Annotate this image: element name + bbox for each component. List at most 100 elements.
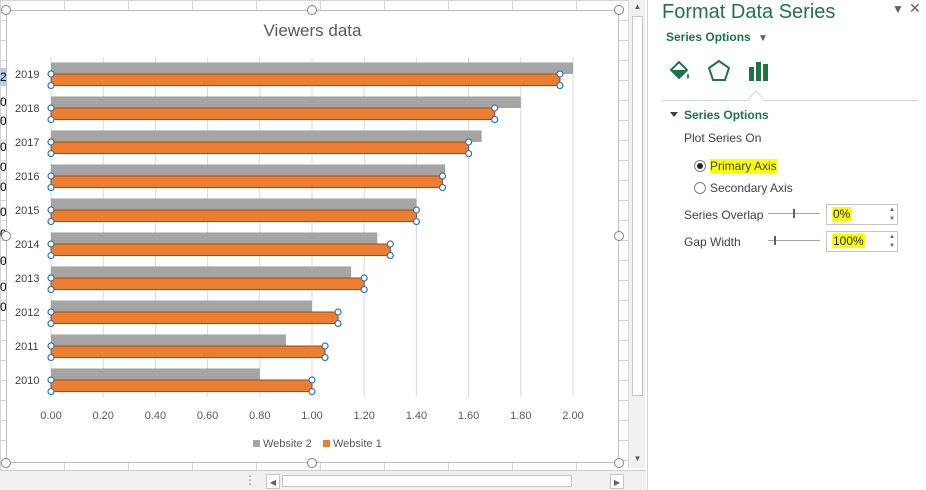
bar-website-1: [50, 311, 339, 325]
y-tick-label: 2010: [15, 375, 39, 387]
cell-fragment[interactable]: 0: [0, 254, 7, 268]
chart-resize-handle[interactable]: [307, 5, 317, 15]
series-options-dropdown-label: Series Options: [666, 30, 751, 44]
series-options-section-header[interactable]: Series Options: [684, 108, 769, 122]
legend-label: Website 2: [263, 438, 312, 450]
scroll-down-arrow-icon[interactable]: ▼: [633, 454, 642, 463]
x-tick-label: 1.60: [458, 410, 479, 422]
chart-area[interactable]: Viewers data 0.00 0.20 0.40 0.60 0.80 1.00 1.2…: [6, 10, 619, 463]
selection-handle: [47, 319, 55, 328]
selection-handle: [47, 70, 55, 78]
gap-width-slider[interactable]: [768, 240, 820, 241]
selection-handle: [47, 206, 55, 214]
spin-up-icon[interactable]: ▲: [889, 207, 895, 213]
cell-fragment[interactable]: 2: [0, 68, 8, 86]
pane-title: Format Data Series: [662, 1, 836, 23]
bar-website-1: [50, 345, 326, 359]
selection-handle: [465, 138, 473, 146]
chart-resize-handle[interactable]: [614, 231, 624, 241]
cell-fragment[interactable]: 0: [0, 140, 7, 154]
selection-handle: [360, 274, 368, 282]
tab-splitter-icon[interactable]: ⋮: [244, 473, 257, 487]
bar-website-1: [50, 141, 470, 155]
y-tick-label: 2018: [15, 103, 39, 115]
selection-handle: [321, 353, 329, 362]
chart-resize-handle[interactable]: [1, 231, 11, 241]
plot-series-on-label: Plot Series On: [684, 131, 762, 145]
chart-resize-handle[interactable]: [1, 5, 11, 15]
x-tick-label: 1.20: [353, 410, 374, 422]
vertical-scrollbar[interactable]: ▲ ▼: [628, 0, 645, 468]
y-tick-label: 2017: [15, 137, 39, 149]
bar-website-2: [51, 96, 521, 108]
primary-axis-label[interactable]: Primary Axis: [710, 159, 777, 173]
gap-width-value[interactable]: 100%: [832, 234, 865, 248]
collapse-triangle-icon[interactable]: [670, 112, 678, 117]
scroll-left-arrow-icon[interactable]: ◀: [266, 474, 280, 489]
scroll-up-arrow-icon[interactable]: ▲: [633, 2, 642, 11]
bar-website-2: [51, 232, 378, 244]
series-options-dropdown[interactable]: Series Options ▼: [666, 30, 768, 44]
spin-down-icon[interactable]: ▼: [889, 216, 895, 222]
fill-line-icon[interactable]: [666, 58, 692, 84]
pane-options-chevron-icon[interactable]: ▼: [892, 2, 904, 16]
selection-handle: [47, 251, 55, 260]
gap-width-label: Gap Width: [684, 235, 741, 249]
gap-width-slider-thumb[interactable]: [774, 236, 776, 245]
cell-fragment[interactable]: 0: [0, 180, 7, 194]
bar-website-2: [51, 300, 312, 312]
selection-handle: [360, 285, 368, 294]
chart-title[interactable]: Viewers data: [263, 21, 362, 40]
selection-handle: [47, 342, 55, 350]
cell-fragment[interactable]: 0: [0, 160, 7, 174]
bar-website-2: [51, 368, 260, 380]
series-overlap-slider-thumb[interactable]: [793, 209, 795, 218]
gap-width-spinner[interactable]: 100% ▲ ▼: [826, 231, 898, 252]
selection-handle: [47, 353, 55, 362]
selection-handle: [438, 172, 447, 180]
bar-website-2: [51, 198, 417, 210]
cell-fragment[interactable]: 0: [0, 280, 7, 294]
vertical-scroll-thumb[interactable]: [632, 16, 643, 396]
selection-handle: [47, 274, 55, 282]
active-tab-indicator: [747, 90, 765, 108]
chart-resize-handle[interactable]: [614, 458, 624, 468]
y-tick-label: 2015: [15, 205, 39, 217]
chevron-down-icon: ▼: [758, 33, 768, 44]
secondary-axis-radio[interactable]: [694, 182, 706, 194]
cell-fragment[interactable]: 0: [0, 114, 7, 128]
horizontal-scroll-thumb[interactable]: [282, 475, 572, 487]
y-tick-label: 2012: [15, 307, 39, 319]
cell-fragment[interactable]: 0: [0, 95, 7, 109]
y-tick-label: 2014: [15, 239, 39, 251]
selection-handle: [334, 308, 342, 316]
tab-separator: [662, 100, 918, 101]
secondary-axis-label[interactable]: Secondary Axis: [710, 181, 793, 195]
chart-resize-handle[interactable]: [307, 458, 317, 468]
spin-up-icon[interactable]: ▲: [889, 234, 895, 240]
series-options-bars-icon[interactable]: [746, 58, 772, 84]
x-tick-label: 0.80: [249, 410, 270, 422]
series-overlap-spinner[interactable]: 0% ▲ ▼: [826, 204, 898, 225]
selection-handle: [47, 308, 55, 316]
series-overlap-value[interactable]: 0%: [832, 207, 852, 221]
cell-fragment[interactable]: 0: [0, 205, 7, 219]
sheet-bottom-bar: ⋮ ◀ ▶: [0, 470, 646, 490]
selection-handle: [491, 115, 499, 124]
horizontal-scrollbar[interactable]: ◀ ▶: [266, 474, 626, 489]
chart-resize-handle[interactable]: [614, 5, 624, 15]
scroll-right-arrow-icon[interactable]: ▶: [610, 474, 624, 489]
chart-resize-handle[interactable]: [1, 458, 11, 468]
spin-down-icon[interactable]: ▼: [889, 243, 895, 249]
selection-handle: [386, 251, 394, 260]
x-tick-label: 1.00: [301, 410, 322, 422]
selection-handle: [465, 149, 473, 158]
effects-pentagon-icon[interactable]: [706, 58, 732, 84]
selection-handle: [556, 81, 564, 90]
close-icon[interactable]: ✕: [909, 0, 921, 16]
cell-fragment[interactable]: 0: [0, 300, 7, 314]
bar-chart[interactable]: 0.00 0.20 0.40 0.60 0.80 1.00 1.20 1.40 1.60 1.80…: [7, 11, 620, 464]
primary-axis-radio[interactable]: [694, 160, 706, 172]
selection-handle: [47, 183, 55, 192]
